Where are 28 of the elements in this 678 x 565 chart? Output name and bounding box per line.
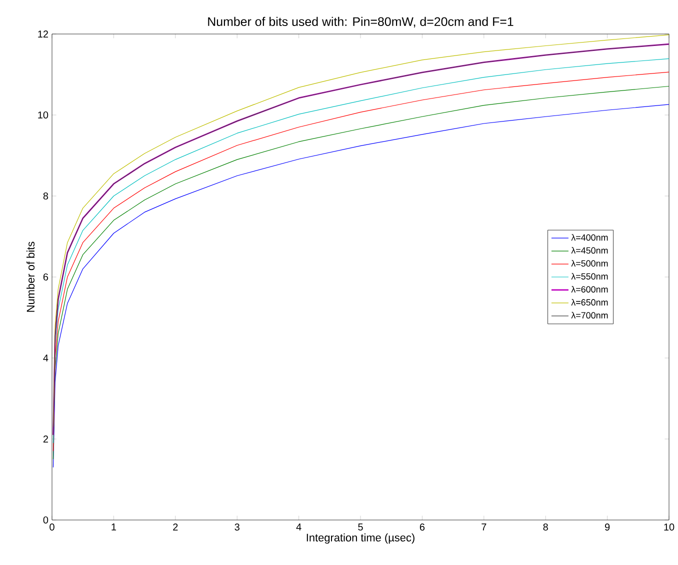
x-tick-label: 0 [50,524,54,531]
chart-title: Number of bits used with: Pin=80mW, d=20cm and F=1 [208,16,514,28]
y-tick-label: 0 [43,516,48,524]
legend-label: λ=700nm [571,312,608,319]
legend-label: λ=500nm [571,260,608,267]
y-tick-label: 12 [38,30,48,38]
x-tick-label: 2 [173,524,178,530]
x-axis-title: Integration time (µsec) [306,533,414,544]
legend-label: λ=650nm [571,298,608,306]
x-tick-label: 10 [664,524,674,531]
x-tick-label: 8 [543,524,548,531]
x-tick-label: 7 [482,524,486,530]
y-tick-label: 4 [43,354,48,362]
x-tick-label: 6 [420,524,425,531]
y-tick-label: 8 [43,192,48,200]
x-tick-label: 4 [296,524,302,530]
legend-label: λ=400nm [571,234,608,241]
legend-label: λ=550nm [571,273,608,280]
y-tick-label: 2 [43,436,48,442]
x-tick-label: 5 [358,524,363,530]
x-tick-label: 1 [112,524,116,530]
y-tick-label: 6 [43,273,48,281]
y-axis-title: Number of bits [26,242,35,312]
legend-label: λ=450nm [571,247,608,254]
x-tick-label: 3 [234,524,240,531]
x-tick-label: 9 [605,524,610,531]
y-tick-label: 10 [38,111,48,119]
legend-label: λ=600nm [571,286,608,293]
